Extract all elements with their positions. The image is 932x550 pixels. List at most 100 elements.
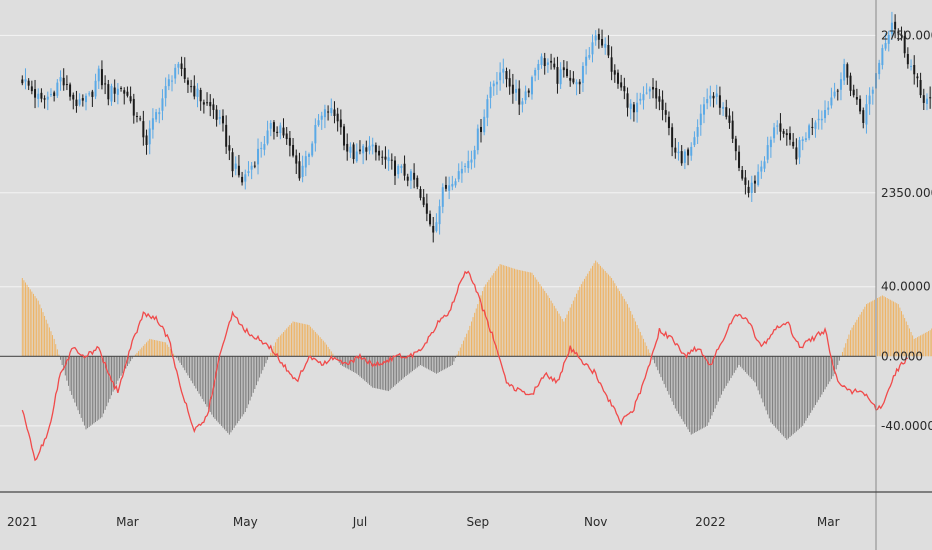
candle-body — [773, 127, 776, 139]
oscillator-pane[interactable] — [0, 260, 932, 462]
candle-body — [693, 137, 696, 146]
candle — [897, 28, 900, 42]
candle — [454, 178, 457, 188]
candle — [218, 109, 221, 125]
candle — [161, 89, 164, 121]
candle — [798, 136, 801, 165]
candle — [887, 30, 890, 52]
candle — [753, 175, 756, 194]
candle — [21, 75, 24, 86]
candle — [292, 138, 295, 158]
candle — [480, 118, 483, 143]
candle-body — [129, 96, 132, 102]
candle — [69, 82, 72, 101]
candle — [776, 120, 779, 135]
candle-body — [683, 151, 686, 163]
time-tick-label: May — [233, 515, 258, 529]
candle — [916, 73, 919, 88]
candle — [129, 86, 132, 104]
candle — [37, 88, 40, 108]
candle — [489, 81, 492, 109]
candle — [241, 171, 244, 186]
candle-body — [836, 90, 839, 92]
candle-body — [699, 113, 702, 126]
candle-body — [473, 150, 476, 160]
candle — [250, 161, 253, 180]
candle-body — [37, 93, 40, 99]
candle-body — [467, 160, 470, 169]
candle — [757, 164, 760, 187]
candle-body — [626, 93, 629, 108]
candle — [585, 49, 588, 75]
candle-body — [46, 96, 49, 100]
candle — [349, 142, 352, 158]
candle-body — [269, 123, 272, 129]
candle-body — [276, 131, 279, 134]
candle — [327, 105, 330, 121]
candle-body — [521, 101, 524, 105]
candle — [120, 86, 123, 92]
candle-body — [241, 176, 244, 183]
candle-body — [913, 64, 916, 75]
candle — [728, 108, 731, 129]
candle-body — [266, 130, 269, 144]
candle-body — [113, 87, 116, 94]
candle-body — [801, 139, 804, 142]
candle-body — [817, 118, 820, 121]
candle — [769, 136, 772, 158]
candle — [597, 28, 600, 49]
candle-body — [250, 165, 253, 170]
candle — [782, 128, 785, 138]
candle — [591, 34, 594, 63]
candle-body — [753, 180, 756, 184]
candle-body — [62, 77, 65, 86]
candle-body — [91, 91, 94, 97]
price-pane[interactable] — [0, 11, 932, 243]
candle-body — [642, 94, 645, 101]
candle — [859, 95, 862, 115]
candle-body — [355, 151, 358, 162]
candle-body — [186, 80, 189, 85]
candle — [422, 189, 425, 208]
candle-body — [534, 70, 537, 76]
candle-body — [151, 118, 154, 130]
candle-body — [728, 115, 731, 123]
candle — [706, 88, 709, 110]
candle-body — [645, 92, 648, 94]
candle-body — [59, 77, 62, 82]
candle-body — [457, 171, 460, 180]
candle-body — [546, 62, 549, 65]
candle — [674, 138, 677, 159]
candle — [620, 74, 623, 91]
candle — [795, 138, 798, 165]
candle-body — [824, 110, 827, 119]
candle — [180, 56, 183, 77]
candle-body — [279, 125, 282, 134]
candle — [683, 149, 686, 170]
candle-body — [116, 88, 119, 95]
candle — [884, 33, 887, 51]
candle — [225, 115, 228, 154]
candle — [655, 80, 658, 109]
candle-body — [881, 48, 884, 66]
candle-body — [406, 176, 409, 181]
candle — [135, 112, 138, 123]
candle — [505, 67, 508, 88]
candle-body — [429, 213, 432, 225]
candle — [62, 68, 65, 91]
candle — [636, 92, 639, 123]
candle — [282, 118, 285, 138]
candle — [788, 126, 791, 146]
candle-body — [636, 102, 639, 113]
candle-body — [314, 124, 317, 144]
candle — [269, 120, 272, 137]
candle — [553, 57, 556, 70]
candle — [202, 99, 205, 114]
time-tick-label: Jul — [352, 515, 367, 529]
candle — [849, 72, 852, 97]
candle — [406, 173, 409, 187]
candle-body — [358, 149, 361, 152]
candle — [913, 55, 916, 85]
